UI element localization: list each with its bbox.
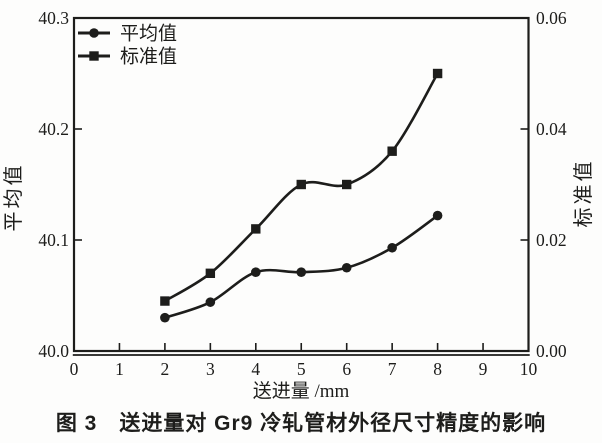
- data-point-square: [251, 224, 261, 234]
- y-axis-label-left: 平均值: [3, 162, 25, 232]
- data-point-circle: [251, 267, 261, 277]
- x-tick-label: 6: [342, 359, 351, 379]
- legend-label: 平均值: [120, 23, 177, 45]
- legend-label: 标准值: [120, 46, 177, 68]
- legend-square-marker: [89, 51, 99, 61]
- data-point-circle: [432, 210, 443, 221]
- right-tick-label: 0.00: [536, 341, 567, 361]
- data-point-circle: [387, 242, 397, 253]
- x-tick-label: 10: [520, 359, 538, 379]
- data-point-circle: [160, 312, 170, 323]
- data-point-square: [387, 146, 397, 156]
- x-tick-label: 4: [251, 359, 260, 379]
- x-tick-label: 9: [479, 359, 488, 379]
- x-tick-label: 8: [433, 359, 442, 379]
- figure-caption: 图 3 送进量对 Gr9 冷轧管材外径尺寸精度的影响: [55, 412, 547, 435]
- x-tick-label: 2: [161, 359, 170, 379]
- plot-frame: [72, 16, 530, 353]
- x-tick-label: 3: [206, 359, 215, 379]
- left-tick-label: 40.2: [38, 119, 69, 139]
- left-tick-label: 40.0: [38, 341, 69, 361]
- x-tick-label: 0: [70, 359, 79, 379]
- data-point-circle: [341, 262, 352, 273]
- data-point-square: [342, 179, 352, 190]
- x-tick-label: 5: [297, 359, 306, 379]
- right-tick-label: 0.04: [536, 119, 567, 139]
- data-point-square: [432, 68, 443, 79]
- left-tick-label: 40.1: [38, 230, 69, 250]
- legend-circle-marker: [89, 28, 99, 38]
- x-tick-label: 7: [388, 359, 397, 379]
- right-tick-label: 0.02: [536, 230, 567, 250]
- data-point-square: [205, 268, 216, 278]
- x-axis-label: 送进量 /mm: [252, 381, 350, 402]
- data-point-circle: [205, 297, 216, 307]
- data-point-circle: [296, 267, 307, 277]
- line-chart-canvas: 0 1 2 3 4 5 6 7 8 9 10 40.0 40.1 40.2 40.3 0.00 0.02 0.04…: [38, 8, 567, 379]
- data-point-square: [296, 179, 306, 190]
- left-tick-label: 40.3: [38, 8, 69, 28]
- data-point-square: [160, 296, 170, 306]
- y-axis-label-right: 标准值: [573, 158, 595, 228]
- x-tick-label: 1: [115, 359, 124, 379]
- right-tick-label: 0.06: [536, 8, 567, 28]
